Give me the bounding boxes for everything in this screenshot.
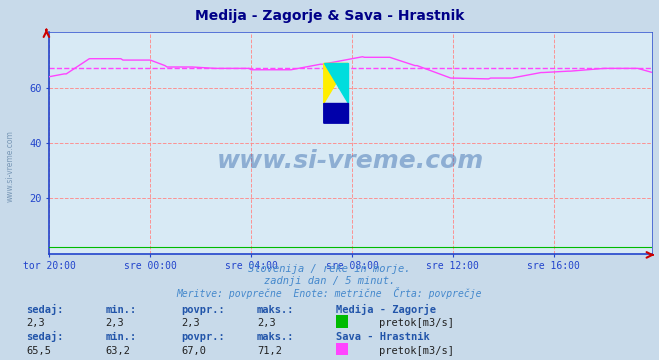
Text: maks.:: maks.: [257, 305, 295, 315]
Text: zadnji dan / 5 minut.: zadnji dan / 5 minut. [264, 276, 395, 287]
Text: Medija - Zagorje: Medija - Zagorje [336, 304, 436, 315]
Text: Meritve: povprečne  Enote: metrične  Črta: povprečje: Meritve: povprečne Enote: metrične Črta:… [177, 287, 482, 299]
Polygon shape [324, 63, 348, 103]
Polygon shape [324, 103, 348, 123]
Text: 67,0: 67,0 [181, 346, 206, 356]
Text: sedaj:: sedaj: [26, 331, 64, 342]
Text: 2,3: 2,3 [26, 318, 45, 328]
Text: maks.:: maks.: [257, 332, 295, 342]
Polygon shape [324, 63, 348, 103]
Text: min.:: min.: [105, 332, 136, 342]
Text: povpr.:: povpr.: [181, 305, 225, 315]
Text: 2,3: 2,3 [257, 318, 275, 328]
Text: 71,2: 71,2 [257, 346, 282, 356]
Text: www.si-vreme.com: www.si-vreme.com [5, 130, 14, 202]
Text: Slovenija / reke in morje.: Slovenija / reke in morje. [248, 264, 411, 274]
Text: Medija - Zagorje & Sava - Hrastnik: Medija - Zagorje & Sava - Hrastnik [195, 9, 464, 23]
Text: www.si-vreme.com: www.si-vreme.com [217, 149, 484, 173]
Text: sedaj:: sedaj: [26, 304, 64, 315]
Text: 65,5: 65,5 [26, 346, 51, 356]
Text: 2,3: 2,3 [105, 318, 124, 328]
Text: povpr.:: povpr.: [181, 332, 225, 342]
Text: min.:: min.: [105, 305, 136, 315]
Text: pretok[m3/s]: pretok[m3/s] [379, 346, 454, 356]
Text: pretok[m3/s]: pretok[m3/s] [379, 318, 454, 328]
Polygon shape [324, 103, 348, 123]
Text: 2,3: 2,3 [181, 318, 200, 328]
Text: 63,2: 63,2 [105, 346, 130, 356]
Text: Sava - Hrastnik: Sava - Hrastnik [336, 332, 430, 342]
